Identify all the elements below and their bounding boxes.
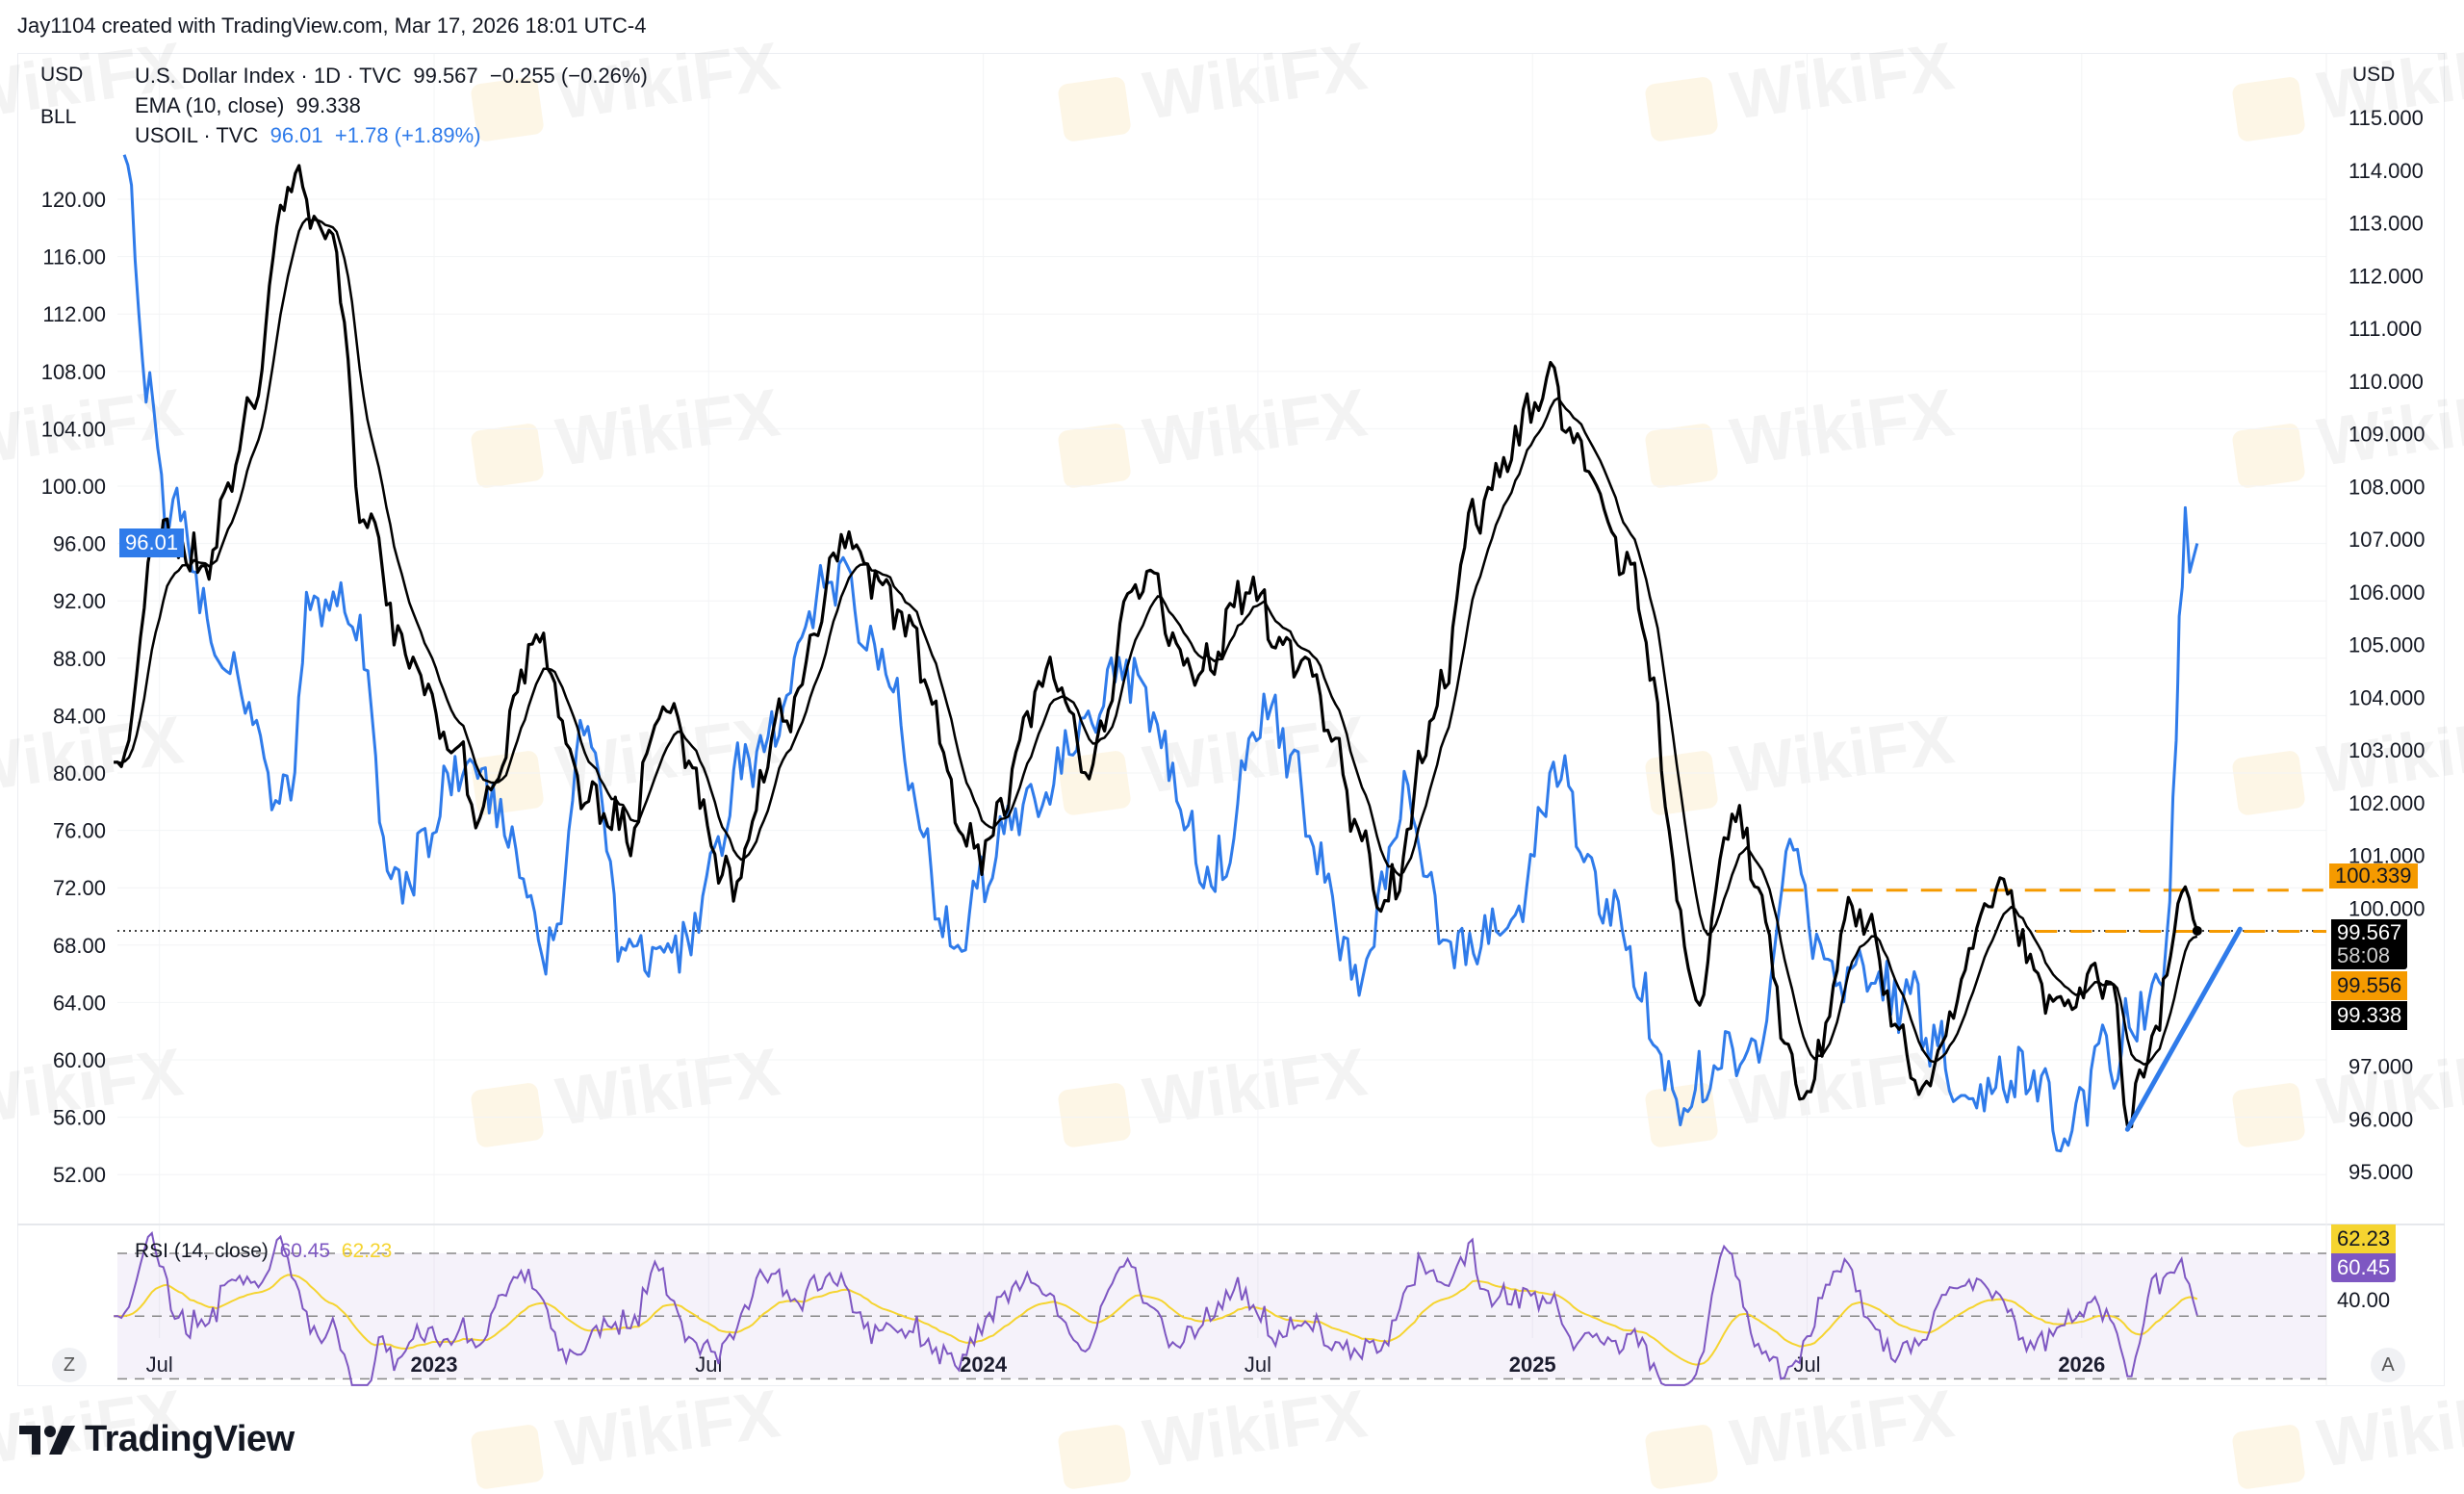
level2-price-tag: 99.556 <box>2331 971 2408 1000</box>
left-axis-tick: 100.00 <box>41 475 106 499</box>
ema-line <box>114 218 2198 1066</box>
rsi-legend[interactable]: RSI (14, close) 60.45 62.23 <box>135 1240 392 1263</box>
right-axis-tick: 112.000 <box>2348 264 2424 288</box>
bar-countdown: 58:08 <box>2337 943 2391 967</box>
left-axis-tick: 64.00 <box>53 991 106 1015</box>
left-axis-tick: 68.00 <box>53 934 106 958</box>
last-price-dot <box>2192 925 2202 936</box>
trend-line <box>2124 926 2243 1132</box>
left-axis-tick: 76.00 <box>53 819 106 843</box>
legend-oil[interactable]: USOIL · TVC 96.01 +1.78 (+1.89%) <box>135 120 648 150</box>
right-axis-tick: 113.000 <box>2348 212 2424 236</box>
left-axis-tick: 52.00 <box>53 1163 106 1187</box>
left-scale-currency[interactable]: USD <box>40 64 84 86</box>
right-axis-tick: 109.000 <box>2348 423 2426 447</box>
left-axis-tick: 60.00 <box>53 1048 106 1072</box>
left-axis-tick: 80.00 <box>53 761 106 786</box>
right-axis-tick: 100.000 <box>2348 896 2426 920</box>
time-axis-tick: 2025 <box>1509 1352 1556 1377</box>
left-axis-tick: 84.00 <box>53 704 106 728</box>
left-axis-tick: 72.00 <box>53 876 106 900</box>
auto-scale-left-button[interactable]: Z <box>52 1348 87 1382</box>
right-axis-tick: 102.000 <box>2348 791 2426 815</box>
chart-credit: Jay1104 created with TradingView.com, Ma… <box>17 13 647 38</box>
left-axis-tick: 120.00 <box>41 188 106 212</box>
time-axis-tick: 2023 <box>411 1352 458 1377</box>
left-axis-tick: 88.00 <box>53 647 106 671</box>
right-axis-tick: 104.000 <box>2348 685 2426 709</box>
right-axis-tick: 114.000 <box>2348 159 2424 183</box>
rsi-axis-label: 40.00 <box>2337 1288 2391 1312</box>
oil-value: 96.01 <box>270 123 323 147</box>
left-axis-tick: 116.00 <box>42 245 106 270</box>
oil-change: +1.78 (+1.89%) <box>334 123 481 147</box>
rsi-ma-line <box>114 1274 2198 1366</box>
left-scale-symbol[interactable]: BLL <box>40 106 77 128</box>
right-axis-tick: 97.000 <box>2348 1055 2413 1079</box>
dxy-value: 99.567 <box>413 64 478 88</box>
dxy-line <box>114 164 2199 1128</box>
right-axis-tick: 96.000 <box>2348 1107 2413 1131</box>
chart-legend: U.S. Dollar Index · 1D · TVC 99.567 −0.2… <box>135 61 648 150</box>
usoil-line <box>122 154 2199 1153</box>
oil-label: USOIL · TVC <box>135 123 259 147</box>
ema-label: EMA (10, close) <box>135 93 285 117</box>
tradingview-logo[interactable]: TradingView <box>19 1419 295 1460</box>
ema-value: 99.338 <box>295 93 361 117</box>
right-axis-tick: 110.000 <box>2348 370 2424 394</box>
right-axis-tick: 103.000 <box>2348 738 2426 762</box>
time-axis-tick: 2024 <box>960 1352 1008 1377</box>
level-price-tag: 100.339 <box>2329 863 2418 889</box>
ema-price-tag: 99.338 <box>2331 1001 2408 1030</box>
rsi-tag: 60.45 <box>2331 1253 2397 1282</box>
right-axis-tick: 108.000 <box>2348 475 2426 499</box>
right-axis-tick: 105.000 <box>2348 633 2426 657</box>
right-axis-tick: 107.000 <box>2348 528 2426 552</box>
rsi-ma-value: 62.23 <box>341 1240 393 1262</box>
left-axis-tick: 104.00 <box>41 417 106 441</box>
left-axis-tick: 92.00 <box>53 589 106 613</box>
right-scale-currency[interactable]: USD <box>2352 64 2396 86</box>
time-axis-tick: Jul <box>146 1352 173 1377</box>
tradingview-mark-icon <box>19 1425 75 1455</box>
dxy-label: U.S. Dollar Index · 1D · TVC <box>135 64 402 88</box>
right-axis-tick: 115.000 <box>2348 106 2424 130</box>
rsi-line <box>114 1231 2198 1386</box>
left-axis-tick: 108.00 <box>41 360 106 384</box>
time-axis-tick: Jul <box>695 1352 722 1377</box>
tradingview-wordmark: TradingView <box>85 1419 295 1459</box>
dxy-change: −0.255 (−0.26%) <box>489 64 648 88</box>
oil-price-tag: 96.01 <box>119 528 185 557</box>
right-axis-tick: 111.000 <box>2348 317 2422 341</box>
right-axis-tick: 106.000 <box>2348 580 2426 605</box>
left-axis-tick: 96.00 <box>53 532 106 556</box>
time-axis-tick: Jul <box>1245 1352 1271 1377</box>
time-axis-tick: Jul <box>1793 1352 1820 1377</box>
rsi-ma-tag: 62.23 <box>2331 1224 2397 1253</box>
rsi-label: RSI (14, close) <box>135 1240 269 1262</box>
auto-scale-right-button[interactable]: A <box>2371 1348 2405 1382</box>
time-axis-tick: 2026 <box>2058 1352 2105 1377</box>
last-price: 99.567 <box>2337 920 2402 944</box>
legend-ema[interactable]: EMA (10, close) 99.338 <box>135 90 648 120</box>
left-axis-tick: 56.00 <box>53 1106 106 1130</box>
left-axis-tick: 112.00 <box>42 302 106 326</box>
rsi-value: 60.45 <box>279 1240 331 1262</box>
chart-frame <box>17 53 2445 1386</box>
last-price-tag: 99.567 58:08 <box>2331 919 2408 969</box>
right-axis-tick: 95.000 <box>2348 1160 2413 1184</box>
legend-dxy[interactable]: U.S. Dollar Index · 1D · TVC 99.567 −0.2… <box>135 61 648 90</box>
